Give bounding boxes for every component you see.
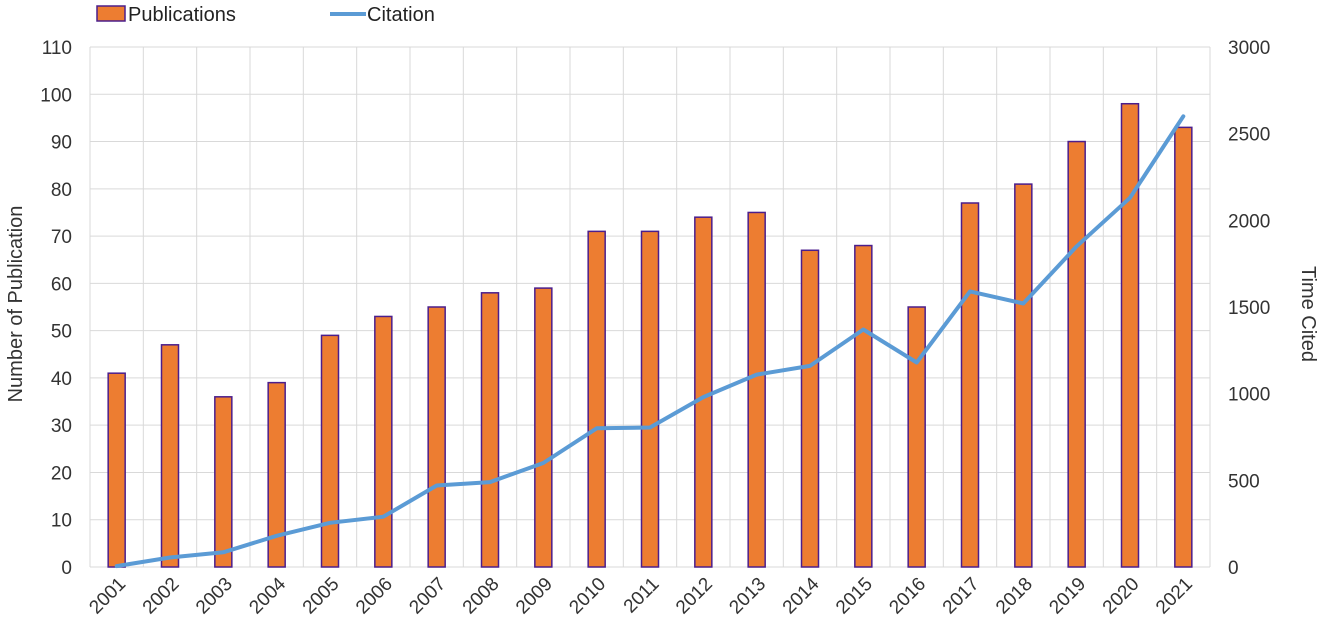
bar-2001 xyxy=(107,372,126,568)
x-tick-label: 2012 xyxy=(672,574,717,619)
publications-bars xyxy=(107,102,1193,568)
bar-2021 xyxy=(1174,126,1193,568)
citation-line xyxy=(114,114,1186,569)
y-tick-label: 50 xyxy=(51,322,72,343)
bar-2004 xyxy=(267,381,286,568)
y-tick-label: 60 xyxy=(51,274,72,295)
legend-item-citation: Citation xyxy=(330,4,435,26)
bar-2003 xyxy=(214,396,233,568)
y-tick-label: 70 xyxy=(51,227,72,248)
bar-2008 xyxy=(480,292,500,568)
y2-tick-label: 0 xyxy=(1228,558,1239,579)
y2-tick-label: 500 xyxy=(1228,471,1260,492)
y-axis-title: Number of Publication xyxy=(5,206,27,403)
y-tick-label: 20 xyxy=(51,463,72,484)
legend-label-citation: Citation xyxy=(367,4,435,26)
x-tick-label: 2008 xyxy=(459,574,504,619)
x-tick-label: 2018 xyxy=(992,574,1037,619)
bar-2018 xyxy=(1014,183,1033,568)
bar-2012 xyxy=(694,216,713,568)
y-tick-label: 30 xyxy=(51,416,72,437)
y-tick-label: 10 xyxy=(51,511,72,532)
x-tick-label: 2019 xyxy=(1045,574,1090,619)
y-tick-label: 100 xyxy=(40,85,72,106)
legend-item-publications: Publications xyxy=(96,4,236,26)
x-tick-label: 2014 xyxy=(779,573,824,618)
x-tick-label: 2006 xyxy=(352,574,397,619)
legend-label-publications: Publications xyxy=(128,4,236,26)
bar-2016 xyxy=(907,306,926,568)
bar-2020 xyxy=(1120,102,1140,568)
y-tick-label: 110 xyxy=(42,38,72,59)
x-tick-label: 2021 xyxy=(1152,574,1197,619)
left-axis-ticks: 0 10 20 30 40 50 60 70 80 90 100 110 xyxy=(40,38,72,579)
legend-swatch-publications xyxy=(96,5,126,22)
citation-line-layer xyxy=(114,114,1186,569)
y-tick-label: 0 xyxy=(61,558,72,579)
x-tick-label: 2013 xyxy=(725,574,770,619)
y2-tick-label: 1000 xyxy=(1228,385,1270,406)
bar-2010 xyxy=(587,230,606,568)
x-tick-label: 2001 xyxy=(85,574,130,619)
bar-2019 xyxy=(1067,140,1086,568)
bar-2015 xyxy=(854,244,873,568)
x-tick-label: 2010 xyxy=(565,574,610,619)
x-tick-label: 2011 xyxy=(620,574,664,618)
bar-2007 xyxy=(427,306,446,568)
y2-axis-title: Time Cited xyxy=(1297,266,1319,362)
right-axis-ticks: 0 500 1000 1500 2000 2500 3000 xyxy=(1228,38,1270,579)
y2-tick-label: 1500 xyxy=(1228,298,1270,319)
bar-2014 xyxy=(800,249,820,568)
y-tick-label: 80 xyxy=(51,180,72,201)
bar-2009 xyxy=(534,287,553,568)
y-tick-label: 90 xyxy=(51,133,72,154)
bar-2017 xyxy=(960,202,980,568)
x-axis-ticks: 2001 2002 2003 2004 2005 2006 2007 2008 2009 2010… xyxy=(85,573,1196,618)
x-tick-label: 2009 xyxy=(512,574,557,619)
legend: Publications Citation xyxy=(96,4,435,26)
x-tick-label: 2007 xyxy=(405,574,450,619)
y-tick-label: 40 xyxy=(51,369,72,390)
bar-2013 xyxy=(747,211,766,568)
bar-2011 xyxy=(640,230,660,568)
x-tick-label: 2002 xyxy=(139,574,184,619)
x-tick-label: 2005 xyxy=(299,574,344,619)
x-tick-label: 2016 xyxy=(885,574,930,619)
y2-tick-label: 2500 xyxy=(1228,125,1270,146)
x-tick-label: 2020 xyxy=(1099,574,1144,619)
x-tick-label: 2003 xyxy=(192,574,237,619)
bar-2005 xyxy=(320,334,340,568)
x-tick-label: 2017 xyxy=(939,574,984,619)
x-tick-label: 2015 xyxy=(832,574,877,619)
bar-2002 xyxy=(160,344,180,568)
x-tick-label: 2004 xyxy=(245,573,290,618)
grid xyxy=(89,46,1211,568)
y2-tick-label: 3000 xyxy=(1228,38,1270,59)
y2-tick-label: 2000 xyxy=(1228,211,1270,232)
bar-2006 xyxy=(374,315,393,568)
